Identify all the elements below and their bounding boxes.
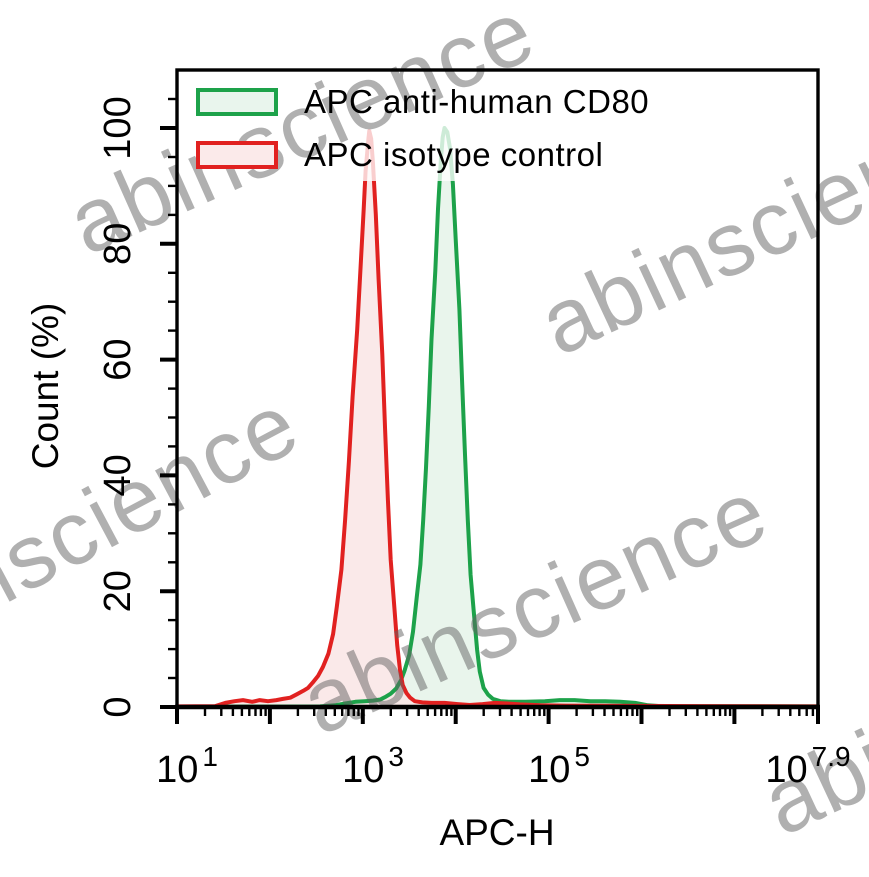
svg-text:107.9: 10 7.9	[765, 741, 850, 791]
x-axis-title: APC-H	[439, 812, 555, 853]
legend-label-isotype: APC isotype control	[304, 136, 604, 173]
svg-text:80: 80	[97, 223, 139, 265]
svg-text:40: 40	[97, 454, 139, 496]
svg-text:60: 60	[97, 338, 139, 380]
legend-row-isotype: APC isotype control	[196, 138, 603, 171]
svg-text:100: 100	[97, 96, 139, 159]
svg-text:101: 10 1	[156, 741, 218, 791]
svg-text:20: 20	[97, 570, 139, 612]
legend-swatch-red	[196, 140, 278, 169]
legend-label-cd80: APC anti-human CD80	[304, 83, 650, 120]
legend-row-cd80: APC anti-human CD80	[196, 85, 649, 118]
svg-text:0: 0	[97, 696, 139, 717]
y-axis-title: Count (%)	[25, 302, 66, 470]
legend-swatch-green	[196, 87, 278, 116]
svg-text:105: 10 5	[528, 741, 590, 791]
svg-text:103: 10 3	[342, 741, 404, 791]
